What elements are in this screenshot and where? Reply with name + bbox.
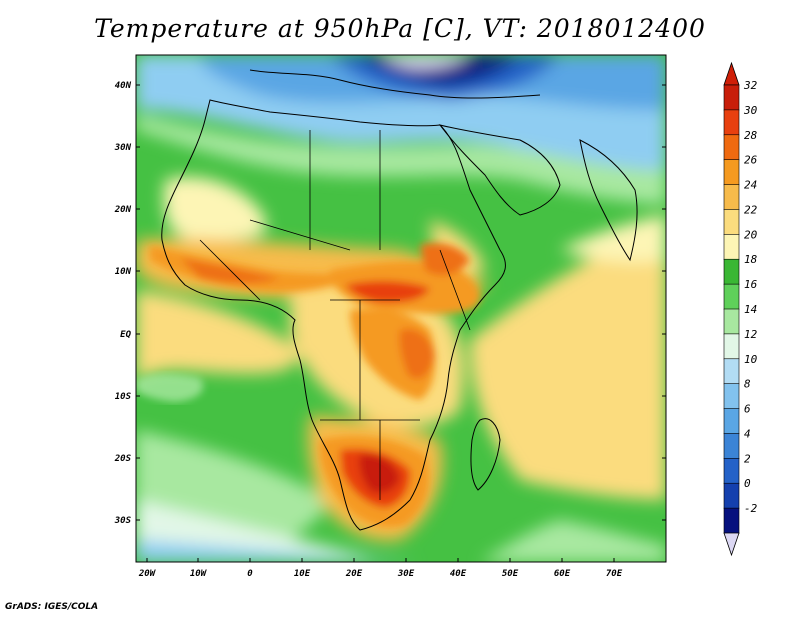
- colorbar-swatch: [723, 507, 740, 534]
- indian-ocean-warm: [470, 220, 666, 500]
- west-africa-hotter: [180, 258, 280, 284]
- colorbar-label: 14: [744, 303, 757, 316]
- lon-axis: 20W 10W 0 10E 20E 30E 40E 50E 60E 70E: [138, 569, 623, 579]
- colorbar-swatch: [723, 258, 740, 285]
- chart-title: Temperature at 950hPa [C], VT: 201801240…: [94, 14, 706, 43]
- colorbar-label: 10: [744, 353, 758, 366]
- europe-coldest: [380, 55, 470, 69]
- lon-label: 70E: [606, 569, 623, 579]
- colorbar-label: 6: [744, 403, 751, 416]
- colorbar-swatch: [723, 458, 740, 484]
- colorbar-swatch: [723, 408, 740, 435]
- lat-ticks: [136, 84, 666, 521]
- colorbar-swatch: [723, 234, 740, 260]
- central-africa-hottest: [345, 280, 430, 303]
- colorbar-label: 32: [743, 79, 758, 92]
- colorbar-label: 2: [744, 452, 751, 465]
- madagascar-outline: [470, 418, 501, 491]
- lat-label: 10N: [115, 267, 132, 277]
- colorbar-swatch: [723, 209, 740, 235]
- colorbar-swatch: [723, 109, 740, 136]
- colorbar-label: 4: [744, 427, 751, 440]
- colorbar-label: 0: [744, 477, 751, 490]
- gulf-guinea-warm: [136, 290, 300, 380]
- sudan-hot: [420, 243, 470, 276]
- colorbar-swatch: [723, 333, 740, 360]
- west-africa-hot: [150, 245, 360, 292]
- lat-label: 30N: [114, 143, 132, 153]
- lat-label: 40N: [115, 81, 132, 91]
- colorbar-bottom-arrow: [723, 532, 740, 557]
- temperature-field: [136, 55, 666, 562]
- atlantic-cool-patch: [136, 373, 204, 402]
- south-atlantic-blue: [136, 540, 420, 562]
- lon-label: 10W: [190, 569, 208, 579]
- north-transition-zone: [136, 115, 666, 205]
- india-outline: [579, 139, 638, 262]
- lon-label: 40E: [450, 569, 467, 579]
- arabia-outline: [438, 124, 561, 216]
- lon-label: 30E: [397, 569, 415, 579]
- colorbar-top-arrow: [723, 61, 740, 86]
- lon-ticks: [146, 558, 615, 562]
- lon-label: 50E: [502, 569, 519, 579]
- lon-label: 20E: [345, 569, 363, 579]
- colorbar-swatch: [723, 84, 740, 111]
- colorbar-swatch: [723, 383, 740, 410]
- south-indian-cool: [480, 520, 666, 562]
- colorbar-label: 20: [744, 228, 758, 241]
- colorbar-swatch: [723, 482, 740, 509]
- lat-label: 20S: [114, 454, 132, 464]
- lat-label: 20N: [114, 205, 132, 215]
- country-borders: [199, 130, 471, 500]
- colorbar-label: 16: [744, 278, 758, 291]
- colorbar-label: 24: [744, 179, 757, 192]
- colorbar-swatch: [723, 358, 740, 385]
- colorbar-label: 12: [744, 328, 758, 341]
- lon-label: 10E: [294, 569, 311, 579]
- colorbar-swatch: [723, 184, 740, 211]
- colorbar-swatch: [723, 308, 740, 335]
- western-sahara-pale: [163, 176, 267, 240]
- colorbar-label: 8: [744, 378, 751, 391]
- plot-frame: [135, 54, 667, 563]
- lon-label: 60E: [554, 569, 571, 579]
- colorbar-swatch: [723, 134, 740, 161]
- lakes-hot: [399, 328, 435, 379]
- colorbar-swatch: [723, 159, 740, 186]
- lat-label: 30S: [114, 516, 132, 526]
- colorbar-label: 28: [744, 129, 758, 142]
- lon-label: 0: [247, 569, 253, 579]
- colorbar-swatch: [723, 433, 740, 459]
- colorbar-label: -2: [744, 502, 758, 515]
- arabian-sea-pale: [560, 215, 666, 263]
- colorbar-label: 22: [744, 203, 758, 216]
- colorbar-label: 30: [743, 104, 758, 117]
- colorbar-swatch: [723, 283, 740, 310]
- colorbar-label: 18: [744, 253, 758, 266]
- grads-credit: GrADS: IGES/COLA: [5, 602, 99, 612]
- lat-label: EQ: [120, 330, 131, 340]
- coastlines: [161, 69, 638, 531]
- colorbar-label: 26: [744, 154, 758, 167]
- lat-axis: 40N 30N 20N 10N EQ 10S 20S 30S: [114, 81, 132, 526]
- lon-label: 20W: [138, 569, 157, 579]
- europe-coast: [249, 69, 541, 99]
- lat-label: 10S: [115, 392, 132, 402]
